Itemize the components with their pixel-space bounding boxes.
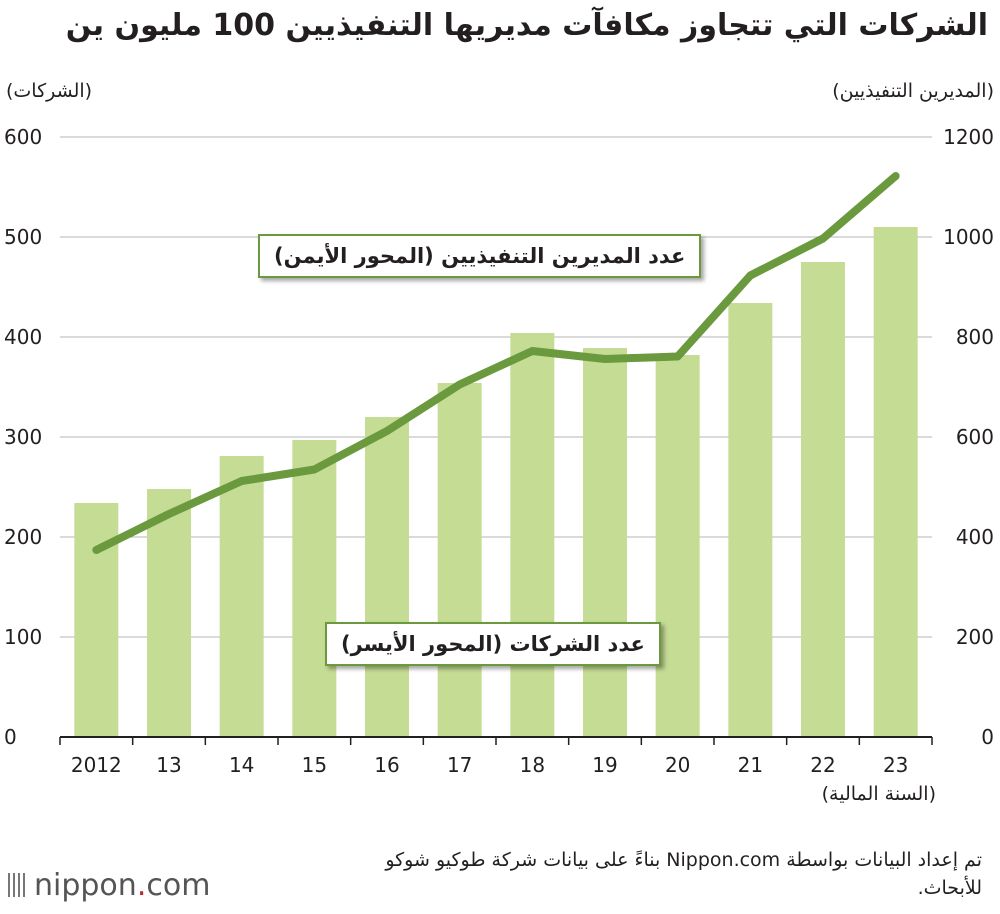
- left-tick-label: 100: [4, 625, 42, 649]
- right-axis-label: (المديرين التنفيذيين): [832, 80, 994, 102]
- right-tick-label: 800: [956, 325, 994, 349]
- bar-20: [655, 355, 700, 737]
- nippon-logo: nippon.com: [8, 868, 210, 903]
- executives-series-callout: عدد المديرين التنفيذيين (المحور الأيمن): [258, 234, 702, 278]
- bar-16: [365, 417, 409, 737]
- x-tick-label: 19: [592, 753, 617, 777]
- right-tick-label: 400: [956, 525, 994, 549]
- x-tick-label: 21: [738, 753, 763, 777]
- logo-dot: .: [136, 868, 147, 903]
- source-note: تم إعداد البيانات بواسطة Nippon.com بناء…: [385, 849, 982, 899]
- x-tick-label: 15: [302, 753, 327, 777]
- x-tick-label: 16: [374, 753, 399, 777]
- executives-line: [92, 172, 900, 554]
- axes: [59, 736, 933, 745]
- bar-21: [728, 303, 773, 737]
- left-tick-label: 300: [4, 425, 42, 449]
- x-axis-ticks: 2012 13 14 15 16 17 18 19 20 21 22 23: [71, 753, 909, 777]
- x-tick-label: 13: [156, 753, 181, 777]
- bar-series-companies: [74, 227, 918, 737]
- companies-series-callout: عدد الشركات (المحور الأيسر): [325, 622, 661, 666]
- bar-18: [510, 333, 555, 737]
- left-tick-label: 0: [4, 725, 17, 749]
- x-axis-unit-label: (السنة المالية): [821, 783, 936, 805]
- logo-main: nippon: [34, 868, 137, 903]
- left-tick-label: 600: [4, 125, 42, 149]
- bar-14: [219, 456, 264, 737]
- chart-title: الشركات التي تتجاوز مكافآت مديريها التنف…: [65, 8, 988, 43]
- bar-15: [292, 440, 337, 737]
- right-tick-label: 600: [956, 425, 994, 449]
- bar-19: [583, 348, 627, 737]
- left-tick-label: 200: [4, 525, 42, 549]
- x-tick-label: 2012: [71, 753, 122, 777]
- right-tick-label: 0: [981, 725, 994, 749]
- bar-13: [147, 489, 191, 737]
- left-axis-ticks: 0 100 200 300 400 500 600: [4, 125, 42, 749]
- x-tick-label: 17: [447, 753, 472, 777]
- logo-bars-icon: [8, 873, 28, 897]
- right-tick-label: 1000: [943, 225, 994, 249]
- x-tick-label: 18: [520, 753, 545, 777]
- left-tick-label: 400: [4, 325, 42, 349]
- x-tick-label: 20: [665, 753, 690, 777]
- bar-22: [801, 262, 845, 737]
- line-series-executives: [92, 172, 900, 554]
- logo-suffix: com: [146, 868, 211, 903]
- bar-17: [437, 383, 482, 737]
- right-tick-label: 1200: [943, 125, 994, 149]
- x-tick-label: 14: [229, 753, 254, 777]
- x-tick-label: 22: [810, 753, 835, 777]
- left-axis-label: (الشركات): [6, 80, 93, 102]
- x-tick-label: 23: [883, 753, 908, 777]
- left-tick-label: 500: [4, 225, 42, 249]
- right-axis-ticks: 0 200 400 600 800 1000 1200: [943, 125, 994, 749]
- right-tick-label: 200: [956, 625, 994, 649]
- bar-23: [873, 227, 918, 737]
